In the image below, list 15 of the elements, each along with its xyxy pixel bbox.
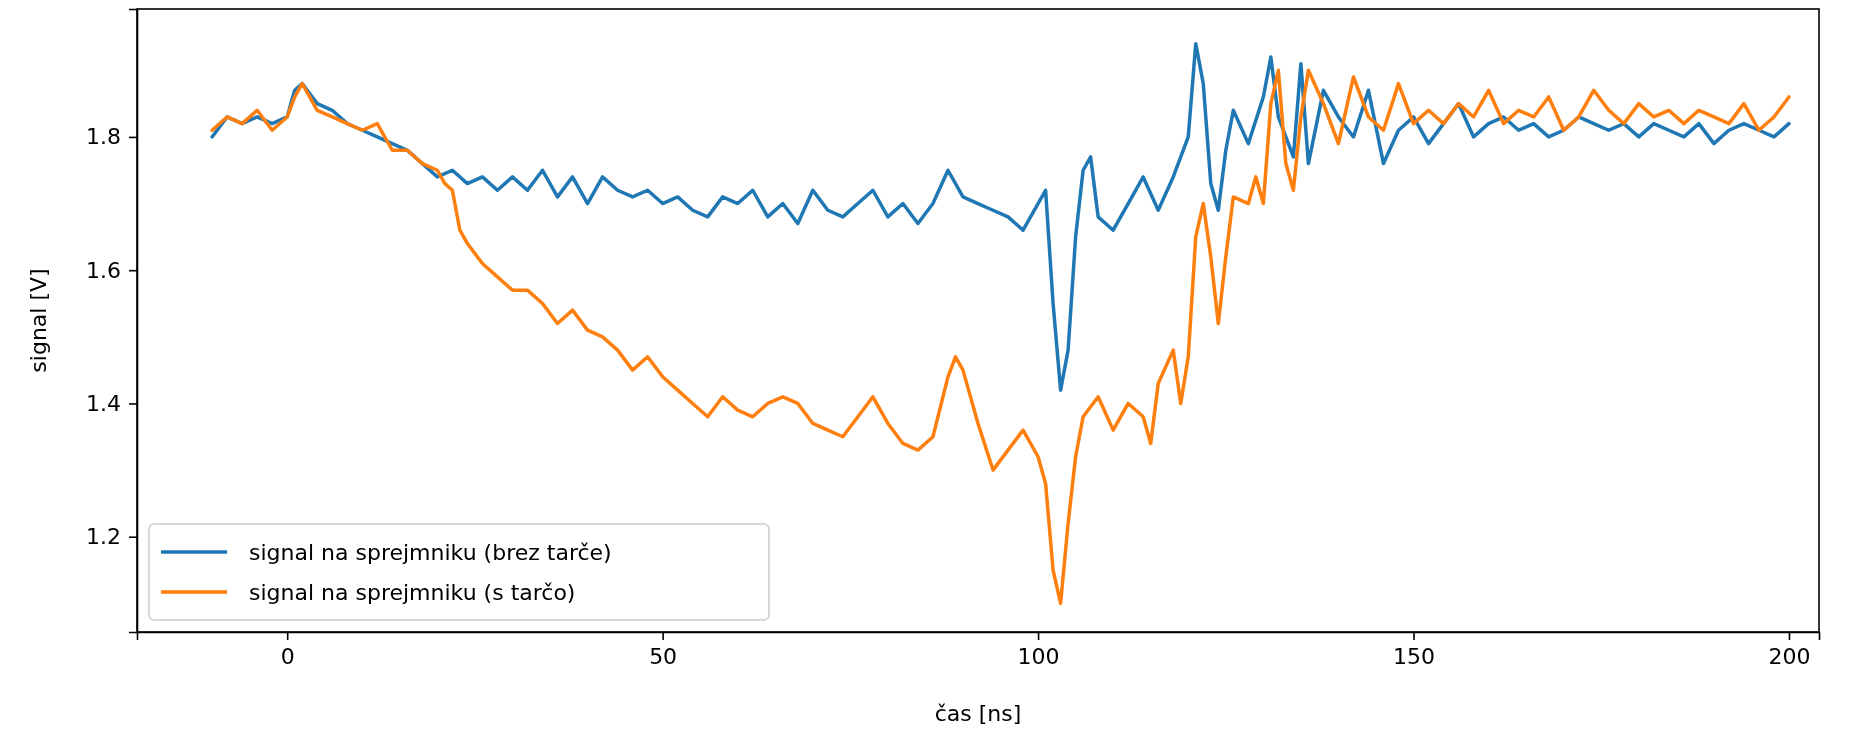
x-tick-label: 0 xyxy=(280,643,295,669)
legend-label: signal na sprejmniku (s tarčo) xyxy=(249,579,576,605)
y-tick-label: 1.8 xyxy=(86,124,121,150)
x-tick-label: 50 xyxy=(649,643,678,669)
y-tick-label: 1.2 xyxy=(86,524,121,550)
legend-label: signal na sprejmniku (brez tarče) xyxy=(249,539,612,565)
x-tick-label: 200 xyxy=(1768,643,1811,669)
x-tick-label: 150 xyxy=(1393,643,1436,669)
x-tick-label: 100 xyxy=(1017,643,1060,669)
x-axis-title: čas [ns] xyxy=(934,701,1022,726)
line-series xyxy=(210,68,1791,606)
y-tick-label: 1.4 xyxy=(86,391,121,416)
line-series xyxy=(210,41,1791,392)
y-axis-title: signal [V] xyxy=(26,268,51,373)
y-tick-label: 1.6 xyxy=(86,257,121,283)
